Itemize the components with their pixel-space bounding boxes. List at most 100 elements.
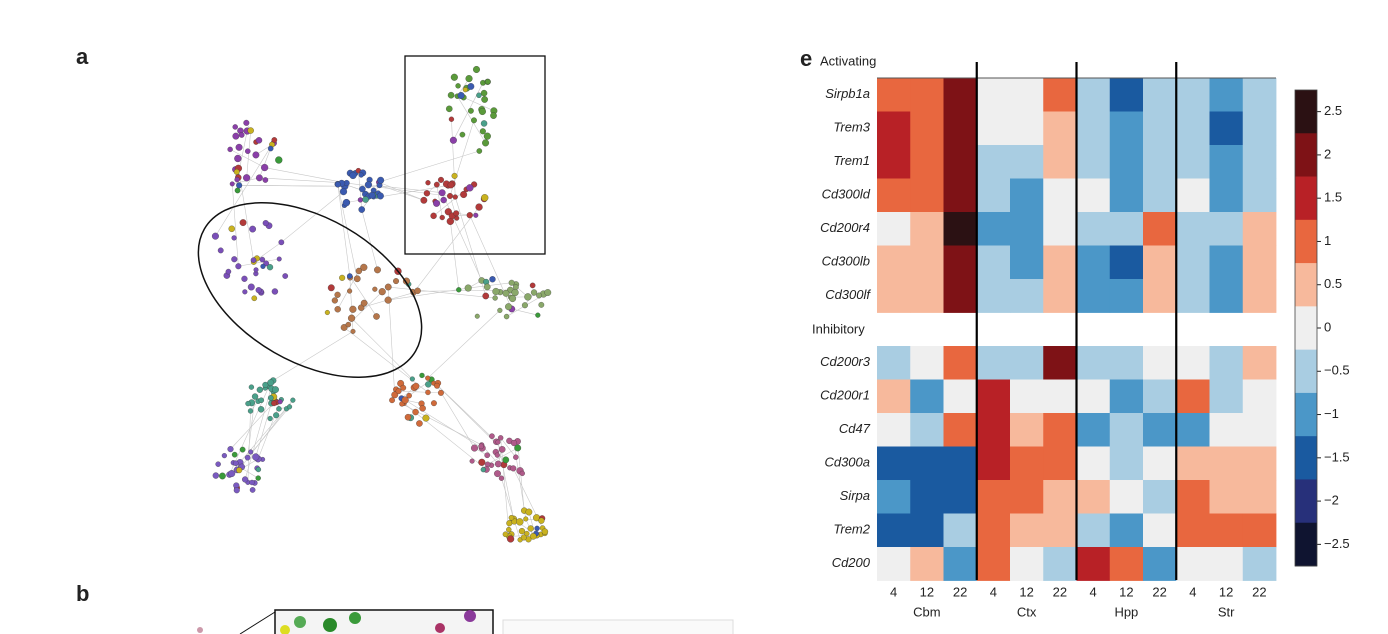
node [384, 296, 392, 304]
heat-cell [1043, 145, 1077, 179]
heat-cell [1043, 212, 1077, 246]
heat-cell [1076, 145, 1111, 179]
node [440, 196, 447, 204]
node [412, 408, 419, 416]
node [255, 475, 261, 481]
node [434, 382, 440, 389]
colorbar-label: −0.5 [1324, 363, 1350, 378]
heat-cell [1143, 78, 1177, 112]
node [349, 171, 357, 180]
node [275, 156, 283, 164]
node [384, 283, 392, 291]
node [245, 400, 251, 407]
node [481, 194, 489, 202]
heat-cell [910, 547, 944, 581]
edge [238, 168, 254, 261]
edge [246, 130, 252, 178]
heat-cell [1176, 346, 1210, 380]
node [507, 535, 515, 543]
node [447, 181, 455, 189]
node [438, 189, 446, 197]
node [479, 128, 486, 135]
node [360, 299, 368, 307]
colorbar-label: −2.5 [1324, 536, 1350, 551]
node [347, 273, 353, 279]
edge [281, 191, 344, 243]
node [459, 131, 466, 138]
node [294, 616, 306, 628]
node [462, 87, 468, 93]
node [267, 379, 275, 387]
edge [349, 275, 377, 317]
heat-cell [1176, 446, 1210, 481]
heat-cell [1010, 379, 1044, 414]
node [243, 119, 250, 126]
heat-cell [943, 245, 978, 280]
edge [487, 447, 518, 465]
heat-cell [1109, 346, 1144, 380]
edge [346, 182, 456, 198]
node [276, 256, 282, 262]
node [389, 397, 395, 404]
edge [388, 287, 469, 301]
heat-cell [1176, 178, 1210, 213]
node [256, 386, 263, 393]
node [290, 397, 296, 403]
heat-cell [1076, 413, 1111, 447]
node [372, 286, 378, 292]
node [276, 406, 282, 412]
node [231, 256, 238, 263]
heat-cell [910, 513, 944, 548]
node [271, 288, 279, 295]
node [359, 185, 366, 193]
heat-cell [943, 212, 978, 246]
edge [259, 177, 347, 184]
colorbar-label: 0.5 [1324, 276, 1342, 291]
heat-cell [1010, 346, 1044, 380]
node [495, 439, 501, 445]
node [331, 297, 338, 304]
node [272, 386, 279, 394]
node [464, 610, 476, 622]
edge [361, 209, 378, 270]
node [453, 210, 460, 217]
node [247, 408, 254, 414]
heat-cell [1143, 145, 1177, 179]
node [484, 461, 491, 468]
node [478, 458, 486, 466]
node [466, 184, 474, 192]
heat-cell [1209, 178, 1244, 213]
edge [351, 318, 413, 380]
heat-cell [910, 78, 944, 112]
heat-cell [1109, 480, 1144, 514]
heat-cell [877, 346, 911, 380]
node [233, 487, 240, 494]
edge [500, 437, 510, 537]
heat-cell [1209, 111, 1244, 146]
node [508, 514, 515, 521]
node [480, 89, 488, 97]
node [217, 247, 224, 254]
heat-cell [877, 513, 911, 548]
row-label: Cd300lf [825, 287, 871, 302]
node [251, 295, 258, 302]
heat-cell [1242, 212, 1277, 246]
heat-cell [976, 78, 1011, 112]
node [215, 461, 221, 467]
node [225, 268, 232, 275]
row-label: Trem1 [833, 153, 870, 168]
node [347, 288, 353, 294]
node [238, 132, 245, 138]
node [497, 307, 503, 313]
node [228, 225, 235, 232]
node [534, 525, 540, 531]
node [494, 452, 500, 458]
node [521, 302, 528, 309]
edge [238, 258, 280, 267]
node [334, 181, 341, 188]
node [248, 384, 255, 390]
heat-cell [877, 178, 911, 213]
node [466, 212, 473, 219]
x-tick-label: 22 [1252, 584, 1266, 599]
edge [349, 276, 354, 332]
